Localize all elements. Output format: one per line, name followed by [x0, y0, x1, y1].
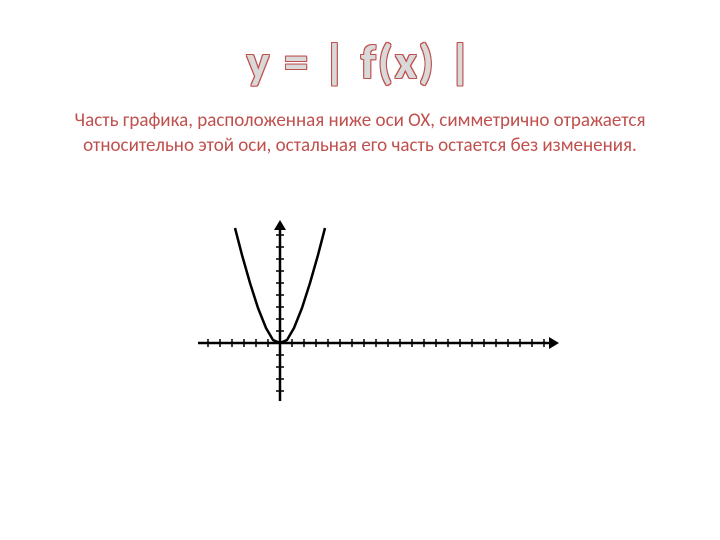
chart-container: [0, 208, 720, 408]
title-text: y = | f(x) |: [247, 32, 474, 91]
absolute-function-chart: [150, 208, 570, 408]
description-text: Часть графика, расположенная ниже оси ОХ…: [0, 91, 720, 158]
page-title: y = | f(x) |: [0, 0, 720, 91]
